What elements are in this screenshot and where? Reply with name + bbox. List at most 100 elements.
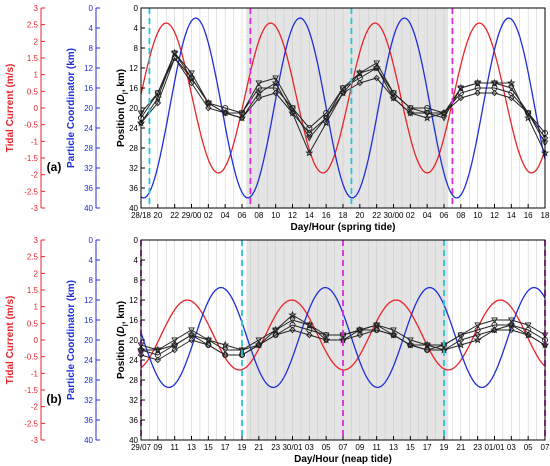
particle-point [490, 325, 499, 334]
particle-point [322, 118, 331, 127]
particle-point [339, 89, 347, 97]
y-axis-title-part: Position ( [116, 101, 127, 147]
coord-tick-label: 0 [89, 4, 94, 13]
tidal-tick-label: 2 [34, 269, 39, 278]
x-tick-label: 18 [339, 211, 348, 220]
x-tick-label: 19 [238, 443, 247, 452]
x-tick-label: 15 [406, 443, 415, 452]
particle-point [423, 113, 432, 122]
particle-point [508, 326, 515, 334]
x-tick-label: 28/18 [131, 211, 152, 220]
particle-point [390, 327, 397, 334]
x-tick-label: 23 [271, 443, 280, 452]
coord-tick-label: 40 [84, 204, 93, 213]
particle-point [507, 85, 515, 92]
x-tick-label: 08 [456, 211, 465, 220]
particle-point [373, 326, 380, 334]
coord-tick-label: 0 [89, 236, 94, 245]
y-axis-title: Position (Dl, km) [116, 69, 130, 147]
particle-point [221, 109, 229, 117]
particle-point [171, 54, 178, 62]
particle-point [473, 78, 482, 87]
tidal-tick-label: -1.5 [24, 154, 38, 163]
particle-point [372, 63, 381, 72]
x-tick-label: 05 [322, 443, 331, 452]
tidal-tick-label: 3 [34, 4, 39, 13]
y-tick-label: 0 [134, 4, 139, 13]
particle-point [423, 109, 431, 117]
coord-tick-label: 24 [84, 356, 93, 365]
particle-point [491, 317, 498, 324]
particle-point [271, 325, 280, 334]
particle-point [289, 105, 296, 112]
tidal-tick-label: 0.5 [27, 87, 39, 96]
x-tick-label: 17 [221, 443, 230, 452]
x-axis-title: Day/Hour (spring tide) [290, 222, 395, 233]
particle-point [389, 93, 398, 102]
y-tick-label: 28 [129, 144, 138, 153]
coord-tick-label: 16 [84, 316, 93, 325]
tidal-axis-title: Tidal Current (m/s) [5, 64, 16, 153]
particle-point [288, 108, 297, 117]
tidal-tick-label: 1 [34, 303, 39, 312]
particle-point [153, 345, 162, 354]
panel-label: (b) [46, 392, 61, 406]
particle-point [355, 325, 364, 334]
y-tick-label: 8 [134, 44, 139, 53]
particle-point [221, 351, 229, 359]
x-tick-label: 22 [372, 211, 381, 220]
particle-point [187, 330, 196, 339]
particle-point [406, 337, 414, 344]
tidal-tick-label: 0 [34, 104, 39, 113]
particle-point [272, 89, 279, 97]
coord-tick-label: 36 [84, 184, 93, 193]
particle-point [272, 331, 279, 339]
y-tick-label: 32 [129, 396, 138, 405]
y-tick-label: 40 [129, 436, 138, 445]
x-tick-label: 10 [473, 211, 482, 220]
particle-point [474, 331, 481, 339]
particle-point [524, 322, 532, 329]
x-tick-label: 15 [204, 443, 213, 452]
y-axis-title: Position (Dl, km) [116, 301, 130, 379]
particle-point [170, 48, 179, 57]
x-tick-label: 03 [507, 443, 516, 452]
particle-point [288, 310, 297, 319]
particle-point [221, 347, 229, 354]
x-tick-label: 17 [423, 443, 432, 452]
tidal-tick-label: -3 [31, 204, 39, 213]
x-tick-label: 07 [339, 443, 348, 452]
y-tick-label: 24 [129, 356, 138, 365]
particle-point [524, 331, 532, 339]
x-tick-label: 12 [288, 211, 297, 220]
particle-point [439, 108, 449, 117]
particle-point [205, 104, 212, 112]
shaded-region [246, 240, 449, 440]
particle-point [255, 341, 263, 349]
particle-point [390, 90, 397, 97]
coord-tick-label: 32 [84, 164, 93, 173]
tidal-tick-label: -1.5 [24, 386, 38, 395]
y-axis-title-part: , km) [116, 301, 127, 324]
coord-tick-label: 40 [84, 436, 93, 445]
particle-point [305, 320, 314, 329]
particle-point [322, 332, 330, 339]
x-tick-label: 05 [524, 443, 533, 452]
tidal-tick-label: -0.5 [24, 121, 38, 130]
x-tick-label: 14 [507, 211, 516, 220]
particle-point [474, 89, 481, 97]
particle-point [204, 98, 213, 107]
tidal-tick-label: -1 [31, 137, 39, 146]
coord-tick-label: 20 [84, 104, 93, 113]
tidal-tick-label: -3 [31, 436, 39, 445]
y-tick-label: 16 [129, 84, 138, 93]
particle-point [457, 94, 465, 102]
particle-point [204, 335, 213, 344]
x-tick-label: 02 [204, 211, 213, 220]
x-tick-label: 14 [305, 211, 314, 220]
particle-point [322, 114, 330, 122]
tidal-tick-label: 2 [34, 37, 39, 46]
particle-point [507, 320, 516, 329]
y-tick-label: 16 [129, 316, 138, 325]
particle-point [238, 114, 246, 122]
